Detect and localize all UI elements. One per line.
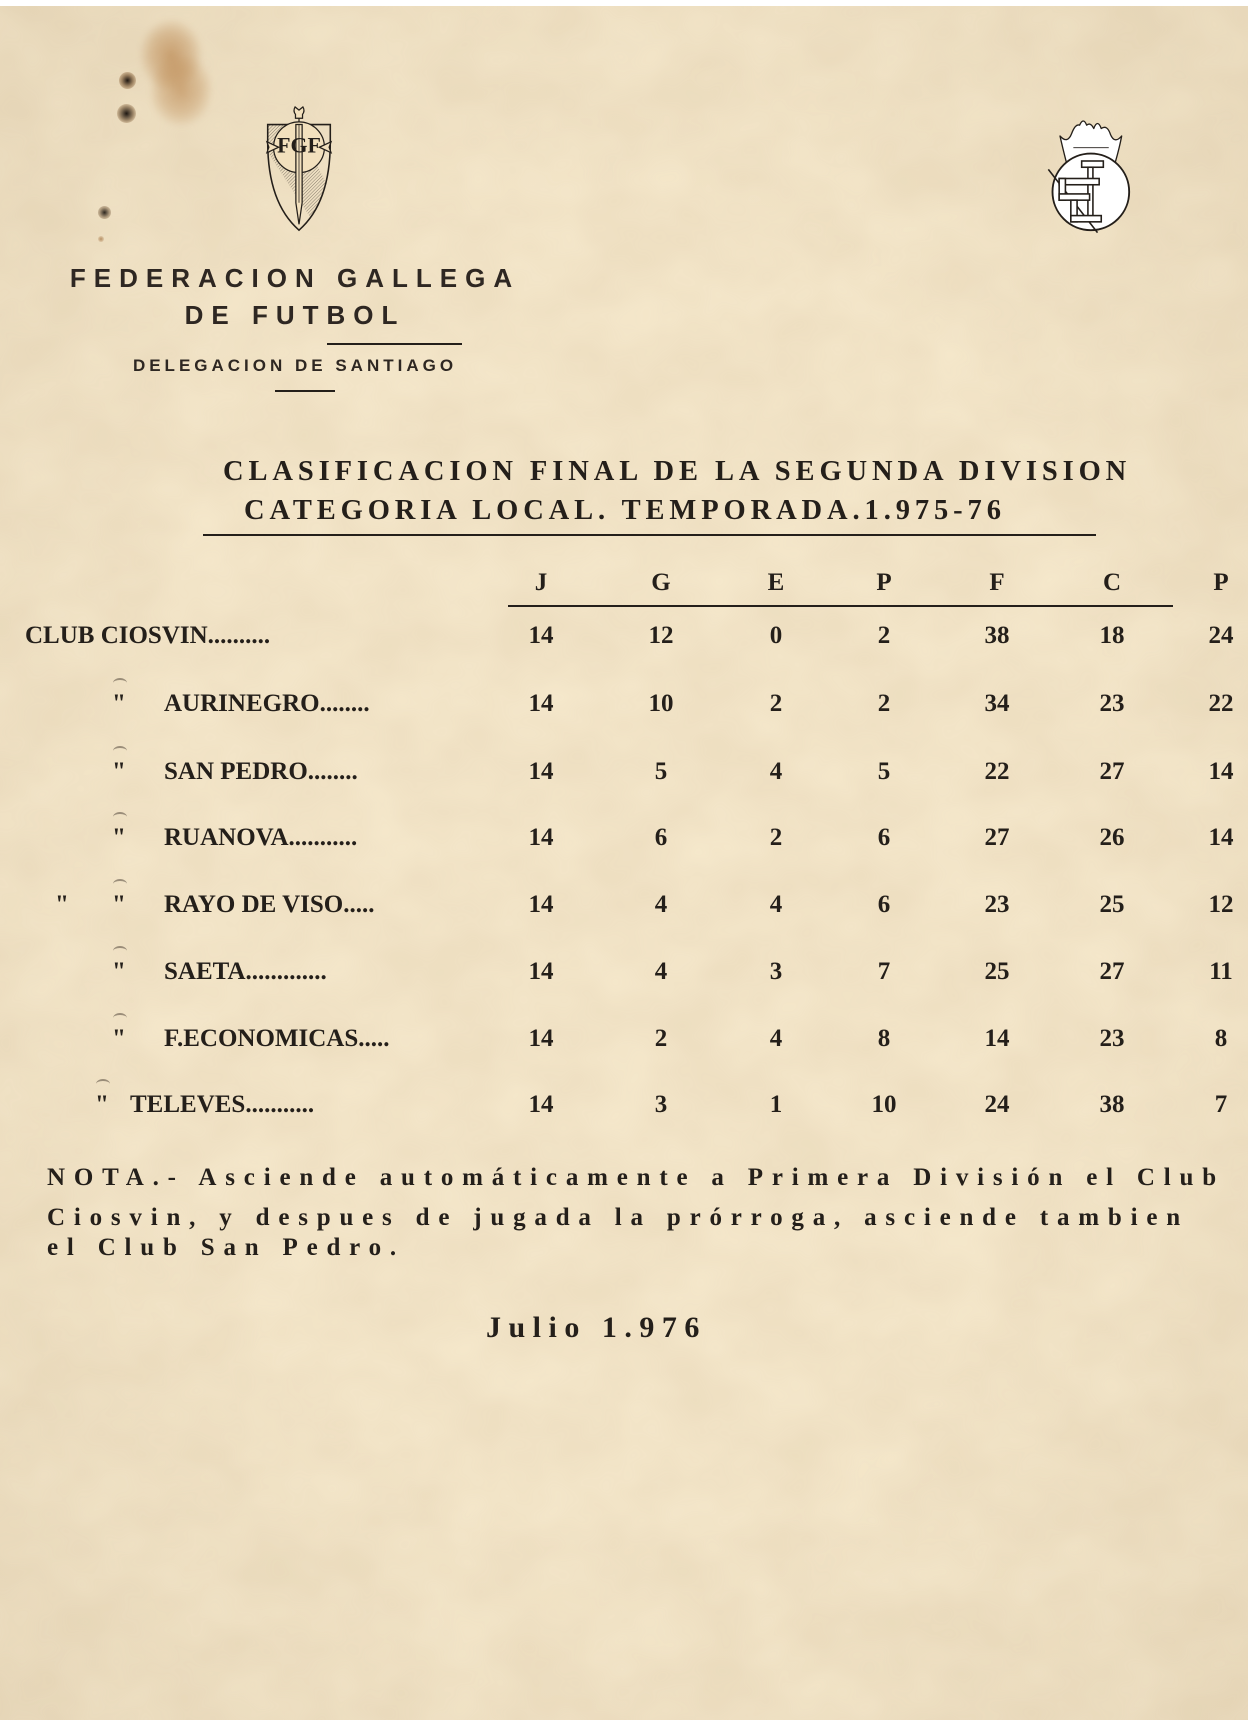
svg-text:FGF: FGF <box>277 133 321 158</box>
